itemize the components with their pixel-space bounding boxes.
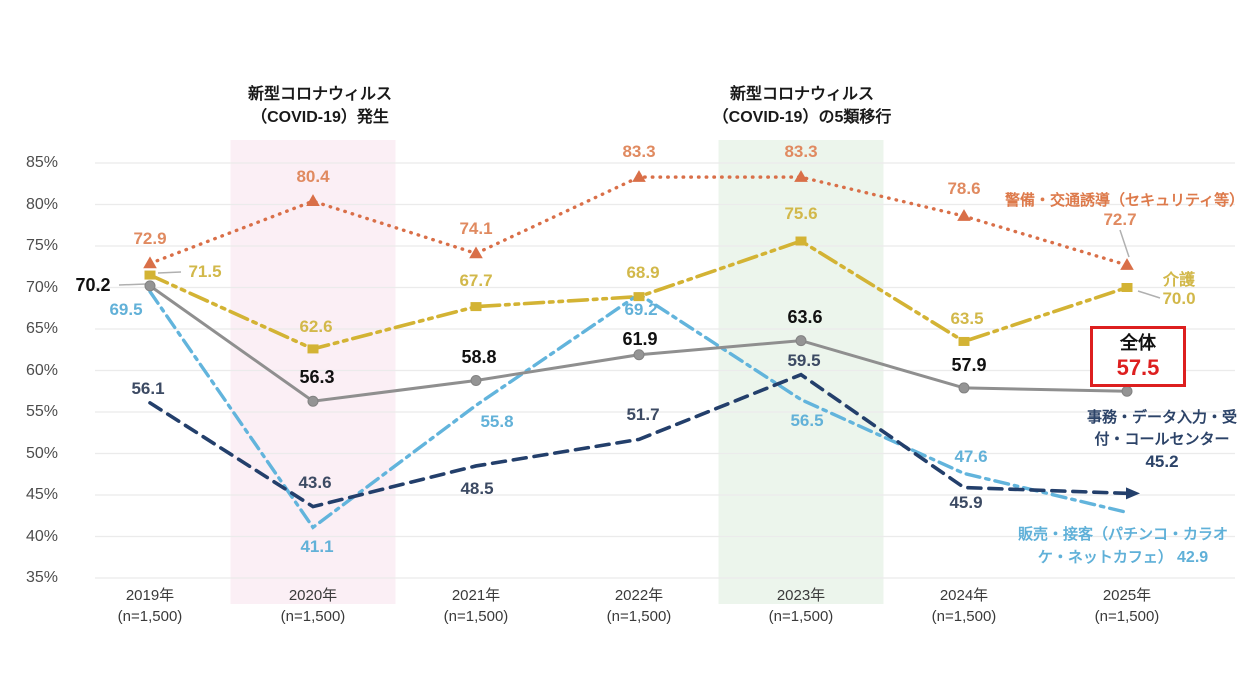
value-label-kaigo-0: 71.5: [188, 262, 222, 282]
legend-overall-label: 全体: [1120, 333, 1156, 353]
marker-triangle-keibi-2: [469, 246, 483, 259]
y-tick-65: 65%: [25, 320, 58, 337]
marker-circle-zentai-4: [795, 335, 807, 347]
marker-circle-zentai-3: [633, 349, 645, 361]
value-label-zentai-2: 58.8: [461, 347, 497, 368]
value-label-keibi-2: 74.1: [459, 219, 493, 239]
marker-square-kaigo-0: [144, 270, 156, 280]
marker-triangle-keibi-4: [794, 170, 808, 182]
value-label-zentai-4: 63.6: [787, 306, 823, 327]
marker-arrow-jimu: [1126, 487, 1140, 500]
value-label-jimu-0: 56.1: [131, 378, 165, 398]
marker-square-kaigo-1: [307, 344, 319, 354]
y-tick-35: 35%: [25, 569, 58, 586]
legend-sales-value: 42.9: [1177, 549, 1209, 566]
x-tick-2021年: 2021年 (n=1,500): [443, 587, 509, 625]
value-label-keibi-0: 72.9: [133, 229, 167, 249]
value-label-zentai-3: 61.9: [622, 328, 658, 349]
value-label-hanbai-4: 56.5: [790, 410, 824, 430]
y-tick-40: 40%: [25, 527, 58, 545]
value-label-zentai-5: 57.9: [951, 354, 987, 375]
y-tick-75: 75%: [25, 237, 58, 254]
value-label-jimu-5: 45.9: [949, 492, 983, 512]
y-tick-50: 50%: [25, 444, 58, 462]
value-label-kaigo-4: 75.6: [784, 204, 818, 224]
value-label-zentai-0: 70.2: [75, 274, 111, 295]
value-label-keibi-4: 83.3: [784, 142, 818, 162]
marker-square-kaigo-4: [795, 236, 807, 246]
marker-square-kaigo-2: [470, 302, 482, 312]
value-label-hanbai-1: 41.1: [300, 537, 334, 557]
x-tick-2019年: 2019年 (n=1,500): [117, 587, 183, 625]
value-label-jimu-4: 59.5: [787, 350, 821, 370]
x-tick-2024年: 2024年 (n=1,500): [931, 587, 997, 625]
leader-line-0: [157, 271, 182, 274]
legend-nursing-value: 70.0: [1162, 289, 1196, 308]
value-label-kaigo-1: 62.6: [299, 316, 333, 336]
legend-office-block: 事務・データ入力・受付・コールセンター 45.2: [1078, 407, 1240, 473]
annotation-covid-class5: 新型コロナウィルス （COVID-19）の5類移行: [712, 86, 892, 126]
value-label-hanbai-0: 69.5: [109, 299, 143, 319]
value-label-kaigo-2: 67.7: [459, 270, 493, 290]
marker-triangle-keibi-3: [632, 170, 646, 182]
value-label-keibi-1: 80.4: [296, 167, 330, 187]
marker-triangle-keibi-5: [957, 209, 971, 221]
x-tick-2022年: 2022年 (n=1,500): [606, 587, 672, 625]
y-tick-60: 60%: [25, 361, 58, 379]
legend-security-label: 警備・交通誘導（セキュリティ等）: [1005, 192, 1240, 209]
legend-overall-highlight-box: 全体 57.5: [1090, 326, 1186, 387]
value-label-hanbai-3: 69.2: [624, 300, 658, 320]
marker-square-kaigo-6: [1121, 283, 1133, 292]
value-label-hanbai-2: 55.8: [480, 412, 514, 432]
marker-square-kaigo-3: [633, 292, 645, 302]
marker-triangle-keibi-6: [1120, 258, 1134, 270]
legend-office-value: 45.2: [1145, 452, 1179, 471]
value-label-jimu-3: 51.7: [626, 405, 660, 425]
leader-line-3: [1137, 290, 1161, 299]
value-label-hanbai-5: 47.6: [954, 447, 988, 467]
value-label-jimu-2: 48.5: [460, 478, 494, 498]
legend-office-label: 事務・データ入力・受付・コールセンター: [1086, 409, 1237, 448]
marker-circle-zentai-2: [470, 374, 482, 386]
marker-triangle-keibi-1: [306, 194, 320, 206]
x-tick-2020年: 2020年 (n=1,500): [280, 587, 346, 625]
leader-line-2: [1119, 229, 1130, 258]
leader-line-1: [118, 283, 147, 286]
y-tick-55: 55%: [25, 403, 58, 420]
marker-circle-zentai-5: [958, 382, 970, 394]
y-tick-45: 45%: [25, 486, 58, 503]
x-tick-2023年: 2023年 (n=1,500): [768, 587, 834, 625]
annotation-covid-outbreak: 新型コロナウィルス （COVID-19）発生: [247, 86, 392, 126]
legend-security-value: 72.7: [1103, 210, 1137, 229]
value-label-kaigo-3: 68.9: [626, 262, 660, 282]
legend-sales-block: 販売・接客（パチンコ・カラオケ・ネットカフェ） 42.9: [1012, 523, 1234, 569]
legend-overall-value: 57.5: [1116, 355, 1160, 380]
value-label-jimu-1: 43.6: [298, 472, 332, 492]
x-tick-2025年: 2025年 (n=1,500): [1094, 587, 1160, 625]
series-line-jimu: [148, 372, 1129, 509]
y-tick-70: 70%: [25, 278, 58, 296]
y-tick-85: 85%: [25, 154, 58, 171]
value-label-keibi-5: 78.6: [947, 179, 981, 199]
legend-nursing-label: 介護: [1162, 272, 1195, 289]
value-label-zentai-1: 56.3: [299, 367, 335, 388]
marker-circle-zentai-1: [307, 395, 319, 407]
event-band-1: [718, 140, 884, 604]
marker-square-kaigo-5: [958, 336, 970, 346]
marker-circle-zentai-0: [144, 280, 156, 292]
value-label-kaigo-5: 63.5: [950, 309, 984, 329]
marker-triangle-keibi-0: [143, 256, 157, 269]
y-tick-80: 80%: [25, 195, 58, 213]
legend-sales-label: 販売・接客（パチンコ・カラオケ・ネットカフェ）: [1017, 526, 1228, 566]
value-label-keibi-3: 83.3: [622, 142, 656, 162]
